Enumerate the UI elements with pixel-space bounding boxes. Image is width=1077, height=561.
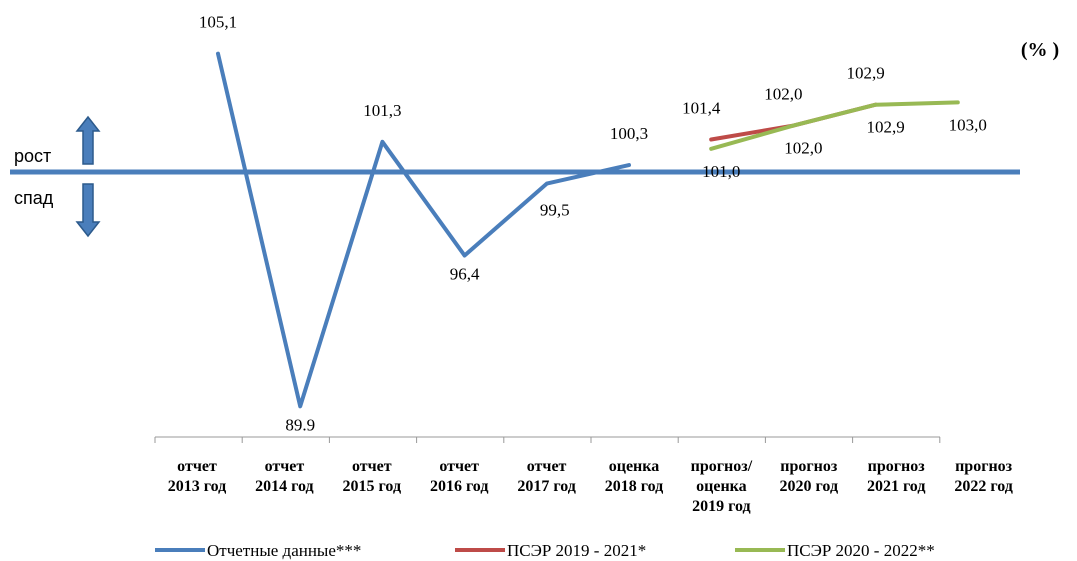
data-label: 101,4 — [682, 99, 721, 118]
data-label: 103,0 — [949, 115, 987, 134]
data-label: 101,0 — [702, 162, 740, 181]
x-tick-label: отчет 2016 год — [430, 458, 489, 495]
down-label: спад — [14, 188, 54, 208]
data-label: 100,3 — [610, 124, 648, 143]
x-tick-label: прогноз 2022 год — [954, 458, 1013, 495]
data-label: 102,9 — [866, 118, 904, 137]
x-tick-label: прогноз 2020 год — [780, 458, 839, 495]
unit-label: (% ) — [1021, 39, 1059, 61]
x-tick-label: отчет 2015 год — [343, 458, 402, 495]
data-label: 102,9 — [846, 64, 884, 83]
data-label: 96,4 — [450, 265, 480, 284]
data-label: 99,5 — [540, 201, 570, 220]
x-tick-label: прогноз 2021 год — [867, 458, 926, 495]
legend-label: ПСЭР 2020 - 2022** — [787, 541, 935, 560]
data-label: 89.9 — [285, 415, 315, 434]
data-label: 105,1 — [199, 13, 237, 32]
x-tick-label: отчет 2013 год — [168, 458, 227, 495]
data-label: 101,3 — [363, 101, 401, 120]
up-arrow — [75, 115, 101, 165]
x-tick-label: прогноз/оценка 2019 год — [691, 458, 753, 515]
down-arrow — [75, 183, 101, 238]
up-label: рост — [14, 146, 51, 166]
data-label: 102,0 — [764, 85, 802, 104]
x-tick-label: оценка 2018 год — [605, 458, 664, 495]
data-label: 102,0 — [784, 139, 822, 158]
series-line — [709, 100, 960, 151]
x-tick-label: отчет 2014 год — [255, 458, 314, 495]
legend-label: Отчетные данные*** — [207, 541, 361, 560]
series-line — [216, 51, 631, 409]
x-tick-label: отчет 2017 год — [517, 458, 576, 495]
legend-label: ПСЭР 2019 - 2021* — [507, 541, 646, 560]
